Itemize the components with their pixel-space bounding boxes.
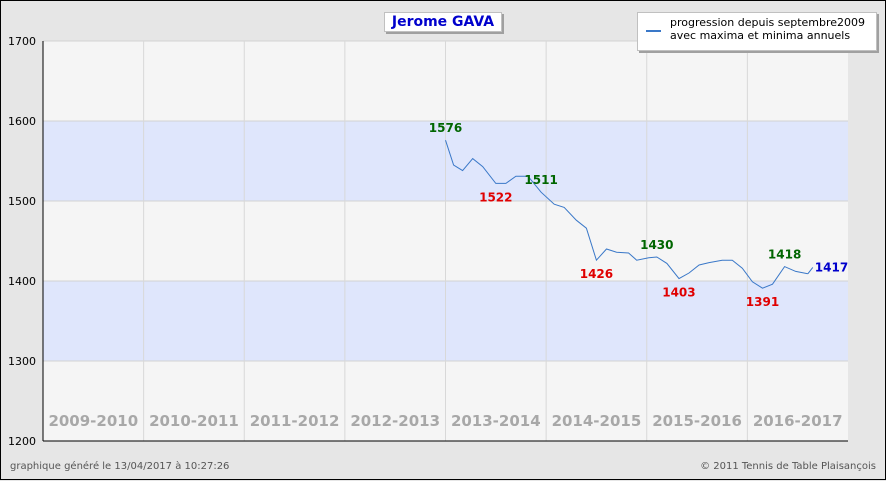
annotation-min: 1426 [580,267,613,281]
legend-label-line1: progression depuis septembre2009 [670,16,866,29]
annotation-current: 1417 [815,260,848,274]
season-label: 2014-2015 [552,412,642,430]
annotation-max: 1430 [640,238,673,252]
season-label: 2010-2011 [149,412,239,430]
annotation-min: 1391 [746,295,779,309]
annotation-layer: 1576 1522 1511 1426 1430 1403 1391 1418 1417 [429,121,848,309]
season-label: 2009-2010 [48,412,138,430]
legend-swatch [646,30,661,32]
season-labels: 2009-2010 2010-2011 2011-2012 2012-2013 2013… [48,412,842,430]
season-label: 2012-2013 [350,412,440,430]
y-tick-label: 1200 [8,435,36,448]
annotation-min: 1522 [479,190,512,204]
series-line [445,140,808,289]
y-tick-label: 1300 [8,355,36,368]
series-layer [445,140,814,289]
legend-label-line2: avec maxima et minima annuels [670,29,851,42]
annotation-max: 1418 [768,248,801,262]
annotation-max: 1511 [524,173,557,187]
y-tick-label: 1500 [8,195,36,208]
y-tick-label: 1400 [8,275,36,288]
grid-layer [42,40,848,442]
y-tick-label: 1700 [8,35,36,48]
series-line [807,267,814,275]
season-label: 2013-2014 [451,412,541,430]
season-label: 2015-2016 [652,412,742,430]
annotation-min: 1403 [662,286,695,300]
chart-title: Jerome GAVA [384,12,502,32]
legend: progression depuis septembre2009 avec ma… [637,12,877,51]
footer-copyright: © 2011 Tennis de Table Plaisançois [700,461,876,472]
y-tick-label: 1600 [8,115,36,128]
season-label: 2011-2012 [250,412,340,430]
season-label: 2016-2017 [753,412,843,430]
y-axis: 1200 1300 1400 1500 1600 1700 [8,35,36,448]
annotation-max: 1576 [429,121,462,135]
footer-generated: graphique généré le 13/04/2017 à 10:27:2… [10,461,230,472]
